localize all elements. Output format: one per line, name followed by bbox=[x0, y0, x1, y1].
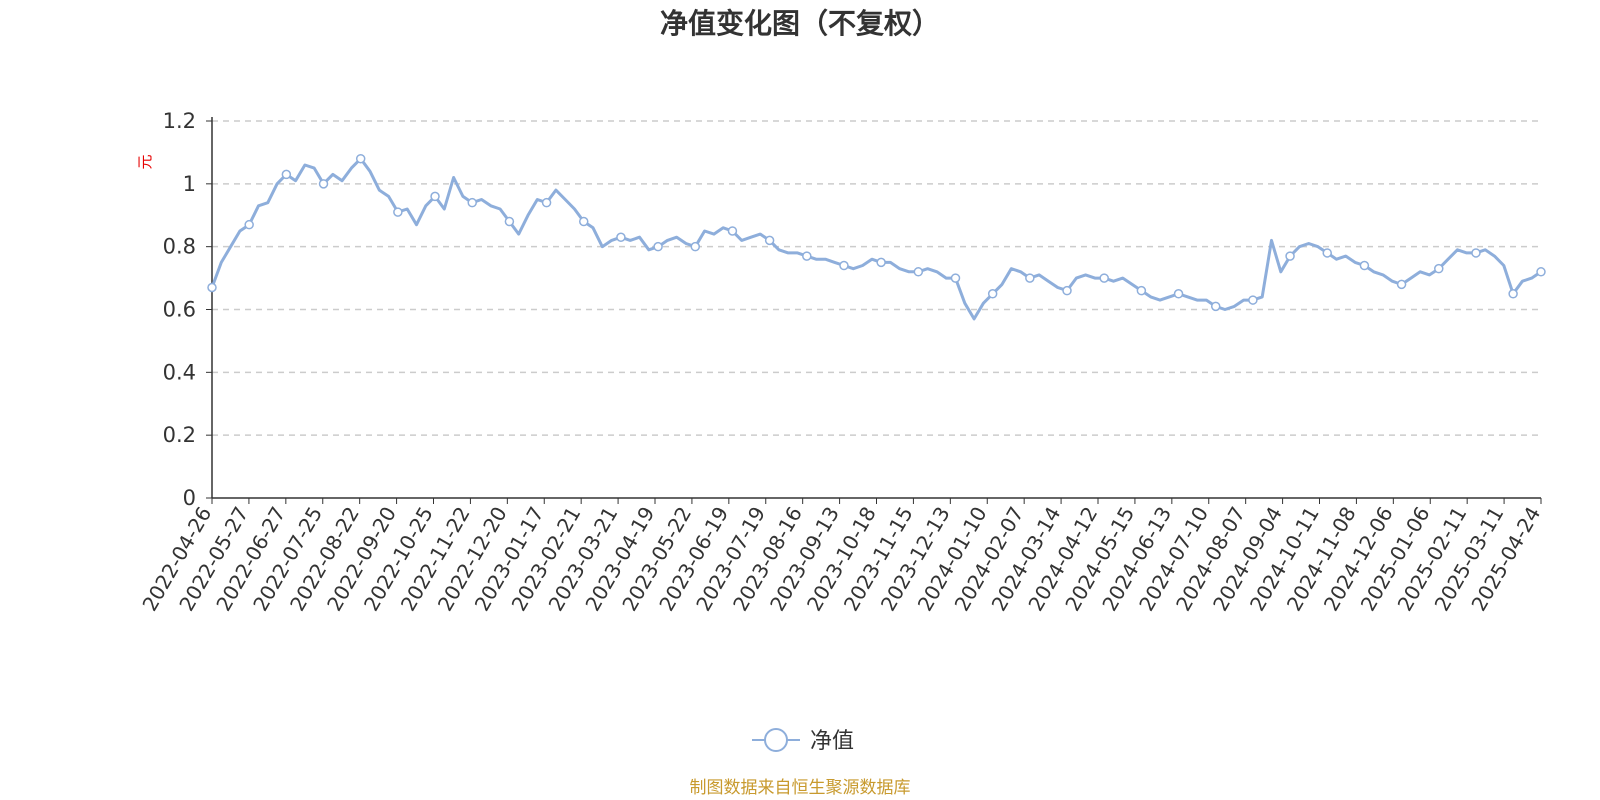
data-point bbox=[1536, 267, 1546, 277]
series-layer bbox=[207, 153, 1546, 321]
data-point bbox=[1471, 248, 1481, 258]
data-point bbox=[318, 179, 329, 189]
data-point bbox=[987, 289, 998, 299]
data-point bbox=[1359, 260, 1370, 271]
data-point bbox=[1025, 273, 1035, 283]
data-point bbox=[1099, 273, 1109, 283]
data-point bbox=[1508, 289, 1518, 299]
data-source-note: 制图数据来自恒生聚源数据库 bbox=[690, 778, 911, 798]
data-point bbox=[876, 257, 886, 268]
data-point bbox=[653, 241, 663, 252]
legend[interactable]: 净值 bbox=[752, 728, 854, 754]
data-point bbox=[467, 197, 477, 208]
data-point bbox=[802, 251, 812, 261]
data-point bbox=[355, 153, 366, 164]
data-point bbox=[950, 273, 961, 283]
data-point bbox=[616, 232, 626, 242]
data-point bbox=[764, 235, 775, 246]
data-point bbox=[1248, 295, 1258, 305]
legend-label: 净值 bbox=[810, 729, 854, 754]
y-tick-label: 0 bbox=[183, 486, 196, 510]
legend-marker-icon bbox=[764, 728, 788, 752]
data-point bbox=[727, 226, 738, 236]
data-point bbox=[1136, 285, 1147, 296]
data-point bbox=[913, 267, 924, 277]
y-tick-label: 0.4 bbox=[163, 360, 196, 384]
data-point bbox=[1173, 289, 1184, 299]
data-point bbox=[1396, 279, 1407, 290]
y-axis: 0 0.2 0.4 0.6 0.8 1 1.2 bbox=[163, 109, 213, 510]
data-point bbox=[207, 282, 217, 293]
data-point bbox=[393, 207, 403, 217]
y-tick-label: 0.8 bbox=[163, 235, 196, 259]
data-point bbox=[1210, 301, 1221, 312]
y-tick-label: 0.2 bbox=[163, 423, 196, 447]
grid-lines bbox=[212, 120, 1541, 436]
data-point bbox=[1285, 251, 1295, 261]
data-point bbox=[690, 241, 701, 252]
data-point bbox=[281, 169, 292, 180]
data-point bbox=[1322, 248, 1332, 258]
chart-title: 净值变化图（不复权） bbox=[660, 7, 940, 40]
data-point bbox=[1434, 263, 1444, 274]
data-point bbox=[541, 197, 552, 208]
data-point bbox=[244, 219, 254, 230]
data-point bbox=[839, 260, 849, 271]
y-tick-label: 0.6 bbox=[163, 298, 196, 322]
data-point bbox=[430, 191, 440, 202]
x-axis: 2022-04-262022-05-272022-06-272022-07-25… bbox=[137, 497, 1545, 615]
y-axis-unit: 元 bbox=[136, 154, 154, 169]
nav-series-line bbox=[210, 157, 1542, 321]
y-tick-label: 1.2 bbox=[163, 109, 196, 133]
y-tick-label: 1 bbox=[183, 172, 196, 196]
data-point bbox=[578, 216, 589, 227]
data-point bbox=[1062, 285, 1072, 296]
data-point bbox=[504, 216, 515, 227]
